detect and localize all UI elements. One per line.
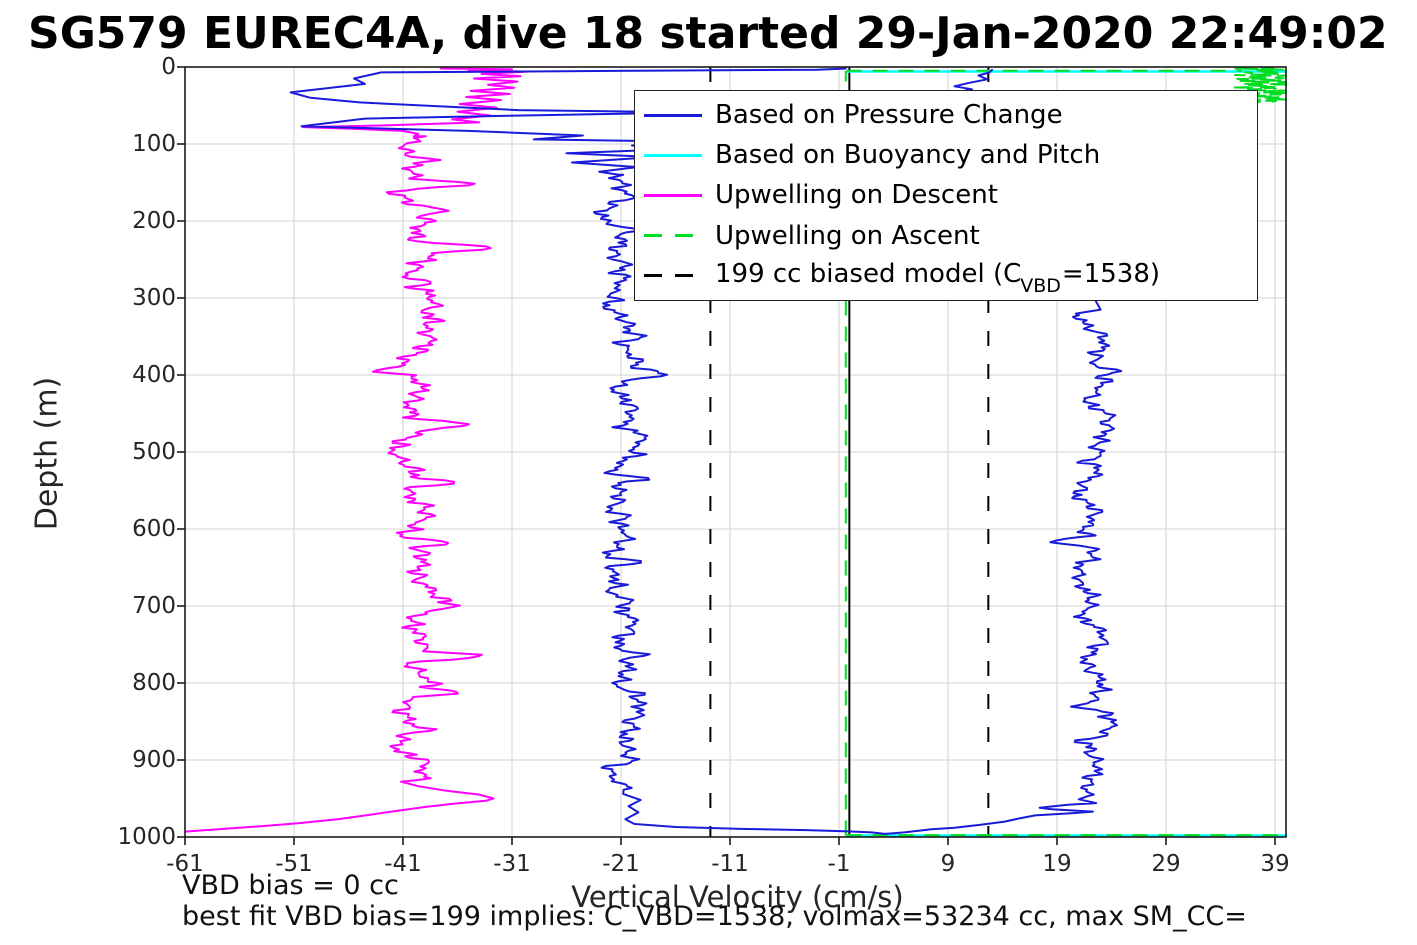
chart-title: SG579 EUREC4A, dive 18 started 29-Jan-20… — [28, 8, 1388, 59]
x-tick-label: 9 — [940, 851, 956, 877]
legend-label: Upwelling on Descent — [715, 180, 998, 211]
legend-line-sample — [644, 153, 702, 157]
legend-row-3: Upwelling on Descent — [635, 175, 1257, 215]
x-axis-label: Vertical Velocity (cm/s) — [571, 880, 904, 914]
y-tick-label: 900 — [132, 747, 176, 773]
legend-label: Based on Buoyancy and Pitch — [715, 140, 1101, 171]
x-tick-label: -11 — [711, 851, 749, 877]
y-tick-label: 400 — [132, 362, 176, 388]
x-tick-label: 19 — [1042, 851, 1072, 877]
legend-line-sample — [644, 193, 702, 197]
legend: Based on Pressure Change Based on Buoyanc… — [634, 90, 1258, 301]
y-tick-label: 200 — [132, 208, 176, 234]
legend-label: Based on Pressure Change — [715, 100, 1063, 131]
legend-row-5: 199 cc biased model (CVBD=1538) — [635, 256, 1257, 297]
x-tick-label: -21 — [602, 851, 640, 877]
series-upwelling-on-ascent-near-surface-profile- — [1229, 66, 1287, 104]
legend-label: 199 cc biased model (CVBD=1538) — [715, 258, 1161, 297]
x-tick-label: 29 — [1151, 851, 1181, 877]
series-upwelling-on-descent — [184, 67, 529, 833]
y-tick-label: 1000 — [117, 824, 176, 850]
legend-row-2: Based on Buoyancy and Pitch — [635, 135, 1257, 175]
y-tick-label: 0 — [161, 54, 176, 80]
legend-row-1: Based on Pressure Change — [635, 95, 1257, 135]
y-tick-label: 500 — [132, 439, 176, 465]
annotation-best-fit: best fit VBD bias=199 implies: C_VBD=153… — [182, 901, 1247, 932]
legend-line-sample — [644, 274, 702, 278]
series-based-on-pressure-change — [289, 67, 1123, 835]
y-tick-label: 300 — [132, 285, 176, 311]
y-tick-label: 800 — [132, 670, 176, 696]
x-tick-label: -61 — [166, 851, 204, 877]
x-tick-label: -41 — [384, 851, 422, 877]
legend-line-sample — [644, 234, 702, 238]
annotation-vbd-bias: VBD bias = 0 cc — [182, 870, 399, 901]
legend-row-4: Upwelling on Ascent — [635, 216, 1257, 256]
legend-line-sample — [644, 113, 702, 117]
x-tick-label: -31 — [493, 851, 531, 877]
y-tick-label: 600 — [132, 516, 176, 542]
legend-label: Upwelling on Ascent — [715, 220, 980, 251]
x-tick-label: -51 — [275, 851, 313, 877]
x-tick-label: -1 — [827, 851, 851, 877]
x-tick-label: 39 — [1260, 851, 1290, 877]
y-tick-label: 700 — [132, 593, 176, 619]
y-tick-label: 100 — [132, 131, 176, 157]
